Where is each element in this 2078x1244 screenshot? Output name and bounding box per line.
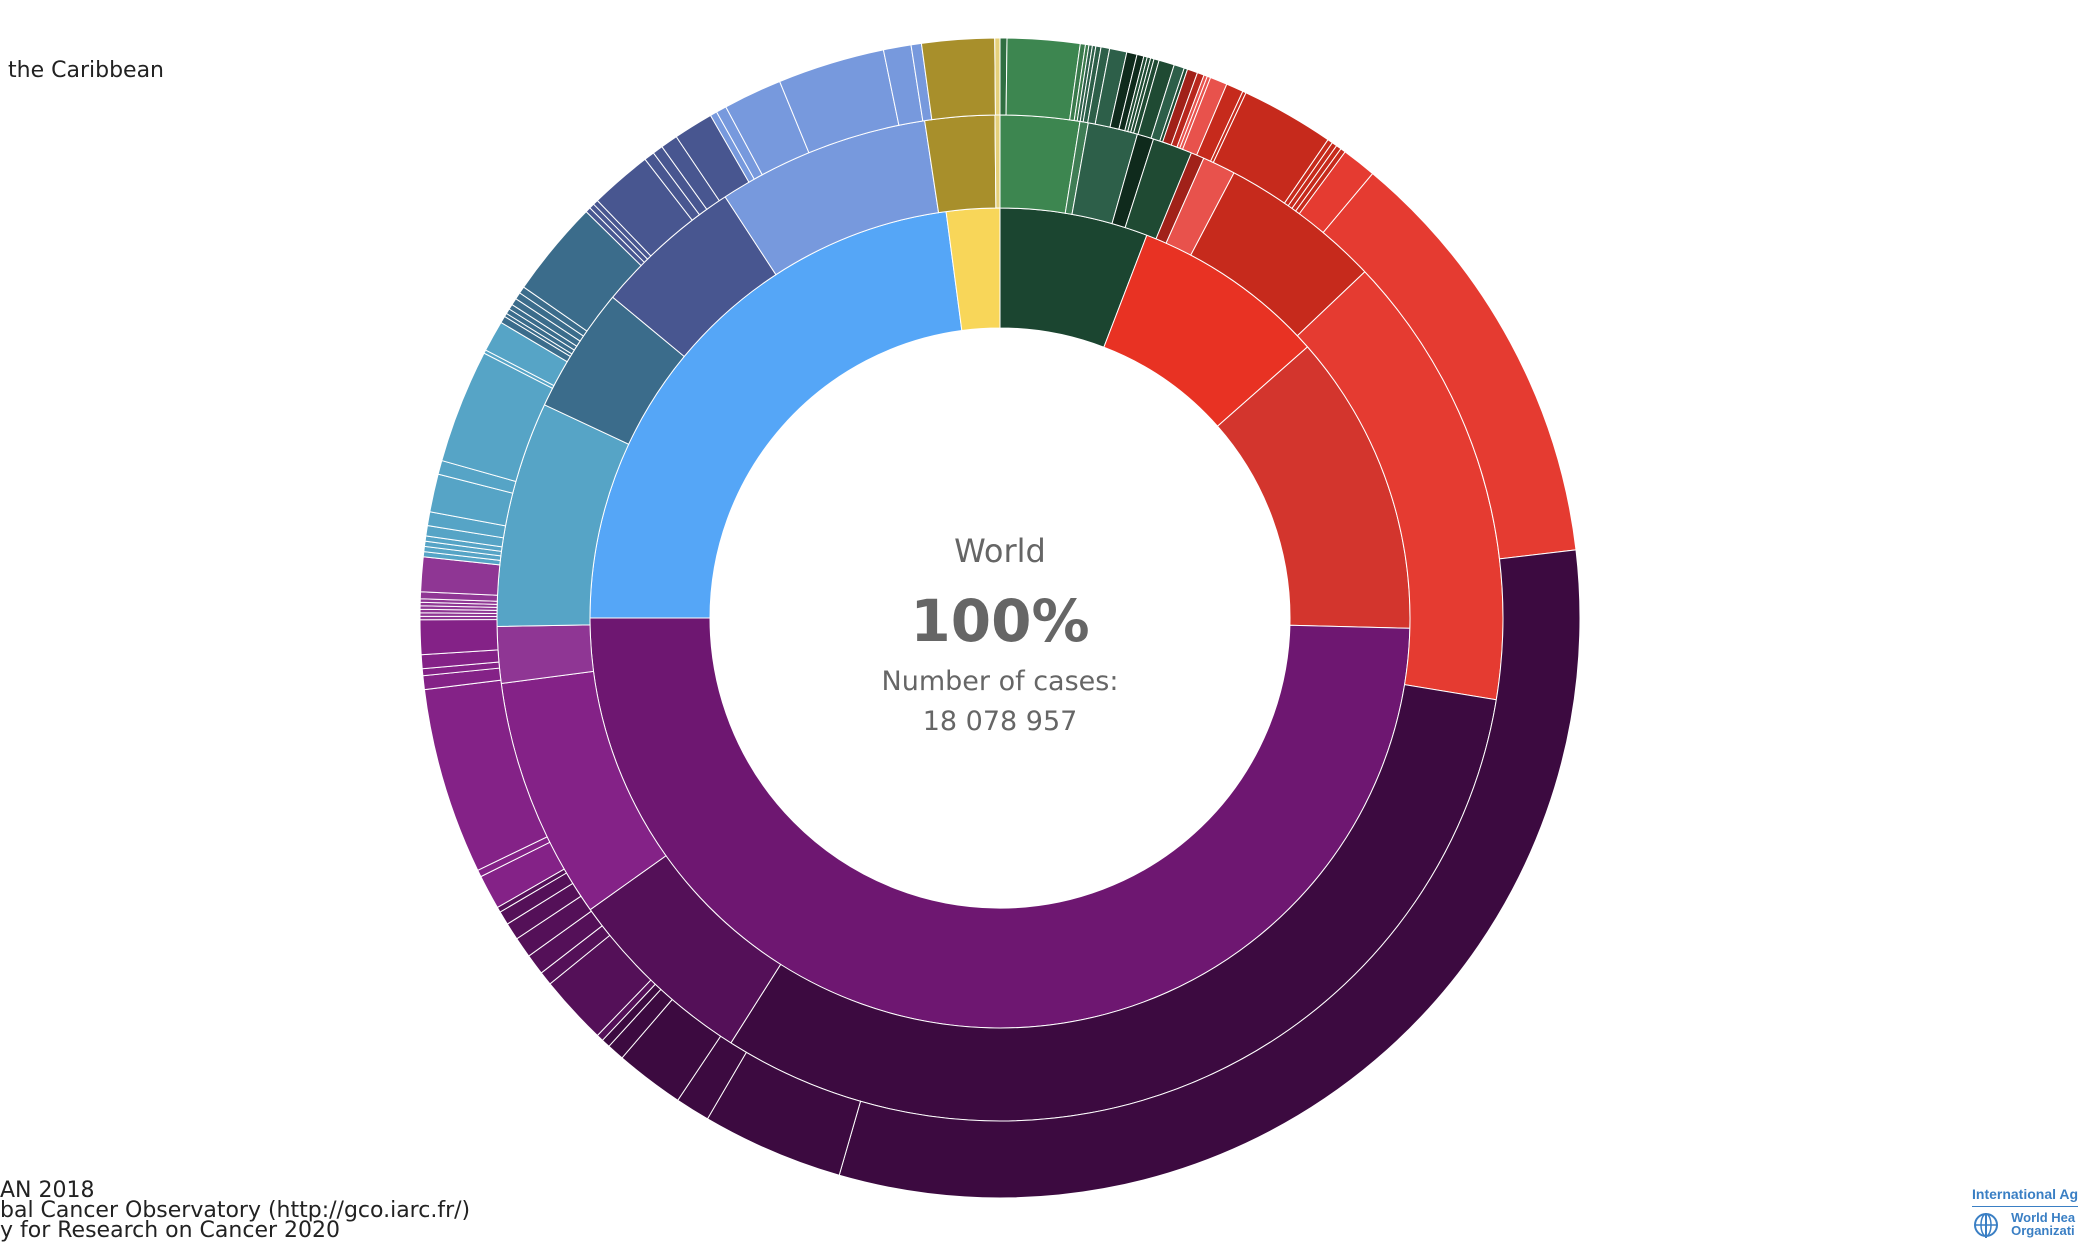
middle-ring [496,114,1504,1122]
outer-segment-52[interactable] [419,619,499,656]
center-label-group: World 100% Number of cases: 18 078 957 [882,532,1119,737]
legend-title: the Caribbean [8,58,164,83]
center-label: World [954,532,1046,570]
credits-line-1: AN 2018 [0,1178,95,1203]
logo-divider [1972,1206,2078,1207]
outer-segment-94[interactable] [920,37,996,121]
outer-segment-1[interactable] [1005,37,1081,121]
outer-ring [419,37,1581,1199]
middle-segment-18[interactable] [994,114,1001,209]
logo-line-1: International Agency [1972,1186,2078,1202]
credits: AN 2018 bal Cancer Observatory (http://g… [0,1178,471,1243]
credits-line-2: bal Cancer Observatory (http://gco.iarc.… [0,1198,471,1223]
outer-segment-32[interactable] [838,549,1581,1199]
center-cases-label: Number of cases: [882,666,1119,697]
outer-segment-95[interactable] [994,37,1001,116]
center-percent: 100% [910,587,1089,655]
credits-line-3: y for Research on Cancer 2020 [0,1218,341,1243]
who-emblem-icon [1972,1211,2006,1239]
organization-logo: International Agency World Hea Organizat… [1972,1186,2078,1244]
logo-line-3: Organizati [2011,1223,2075,1238]
logo-text-block: World Hea Organizati [2011,1211,2075,1237]
logo-line-2: World Hea [2011,1210,2076,1225]
center-cases-value: 18 078 957 [923,706,1078,737]
